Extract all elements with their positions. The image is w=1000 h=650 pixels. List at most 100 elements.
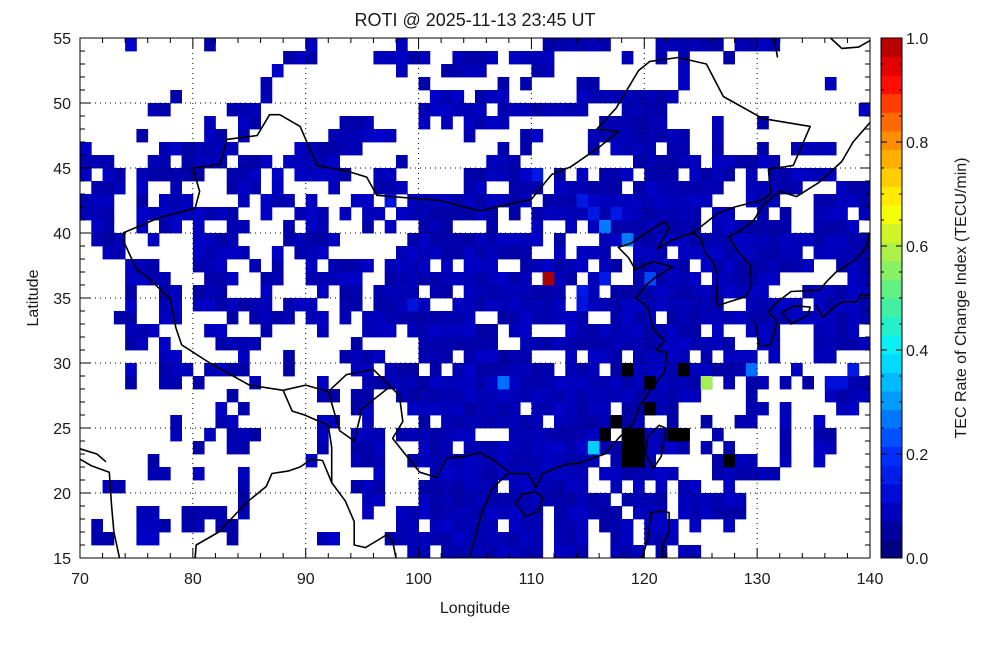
roti-cell [644,350,656,364]
roti-cell [475,545,487,559]
roti-cell [813,311,826,325]
roti-cell [599,90,611,104]
roti-cell [644,246,656,260]
roti-cell [429,493,442,507]
roti-cell [497,77,510,91]
roti-cell [599,38,611,52]
roti-cell [441,103,453,117]
roti-cell [644,90,656,104]
roti-cell [576,493,589,507]
roti-cell [610,506,623,520]
roti-cell [238,467,250,481]
roti-cell [317,142,329,156]
roti-cell [633,116,645,130]
roti-cell [824,194,837,208]
roti-cell [226,428,239,442]
roti-cell [734,415,747,429]
roti-cell [621,428,634,442]
roti-cell [159,467,171,481]
colorbar-swatch [881,316,902,336]
roti-cell [429,454,442,468]
roti-cell [249,376,261,390]
roti-cell [847,246,860,260]
roti-cell [520,415,532,429]
roti-cell [508,506,521,520]
roti-cell [429,467,442,481]
roti-cell [689,285,702,299]
roti-cell [678,129,690,143]
roti-cell [610,233,623,247]
roti-cell [599,168,611,182]
roti-cell [745,233,758,247]
colorbar-swatch [881,335,902,355]
roti-cell [734,38,747,52]
roti-cell [554,168,566,182]
roti-cell [204,324,216,338]
roti-cell [452,506,465,520]
roti-cell [610,532,623,546]
roti-cell [836,376,848,390]
roti-cell [463,207,476,221]
roti-cell [396,181,408,195]
roti-cell [463,493,476,507]
roti-cell [475,519,487,533]
roti-cell [238,155,250,169]
roti-cell [644,272,656,286]
roti-cell [745,285,758,299]
x-tick-labels: 70 80 90 100 110 120 130 140 [71,571,883,588]
roti-cell [621,415,634,429]
roti-cell [802,233,814,247]
roti-cell [599,350,611,364]
roti-cell [700,337,713,351]
roti-cell [734,311,747,325]
x-tick-label: 90 [297,571,315,588]
roti-cell [757,259,769,273]
roti-cell [712,493,724,507]
roti-cell [565,532,577,546]
roti-cell [757,181,769,195]
roti-cell [384,220,397,234]
roti-cell [587,194,600,208]
roti-cell [486,207,498,221]
roti-cell [384,311,397,325]
roti-cell [463,64,476,78]
roti-cell [407,246,419,260]
roti-cell [429,441,442,455]
roti-cell [621,454,634,468]
roti-cell [678,51,690,65]
roti-cell [508,51,521,65]
roti-cell [170,350,182,364]
roti-cell [802,285,814,299]
colorbar-swatch [881,149,902,169]
roti-cell [520,311,532,325]
roti-cell [542,38,555,52]
x-tick-label: 70 [71,571,89,588]
roti-cell [554,337,566,351]
roti-cell [689,38,702,52]
roti-cell [317,532,329,546]
roti-cell [80,155,92,169]
roti-cell [418,311,431,325]
roti-cell [204,272,216,286]
roti-cell [373,311,386,325]
roti-cell [666,142,679,156]
roti-cell [666,324,679,338]
roti-cell [407,402,419,416]
roti-cell [554,493,566,507]
roti-cell [204,38,216,52]
roti-cell [396,155,408,169]
roti-cell [317,272,329,286]
roti-cell [565,337,577,351]
roti-cell [418,51,431,65]
roti-cell [723,233,735,247]
roti-cell [373,467,386,481]
roti-cell [723,519,735,533]
roti-cell [531,454,544,468]
roti-cell [226,532,239,546]
x-tick-label: 80 [184,571,202,588]
roti-cell [91,233,103,247]
roti-cell [565,376,577,390]
roti-cell [429,233,442,247]
roti-cell [587,77,600,91]
